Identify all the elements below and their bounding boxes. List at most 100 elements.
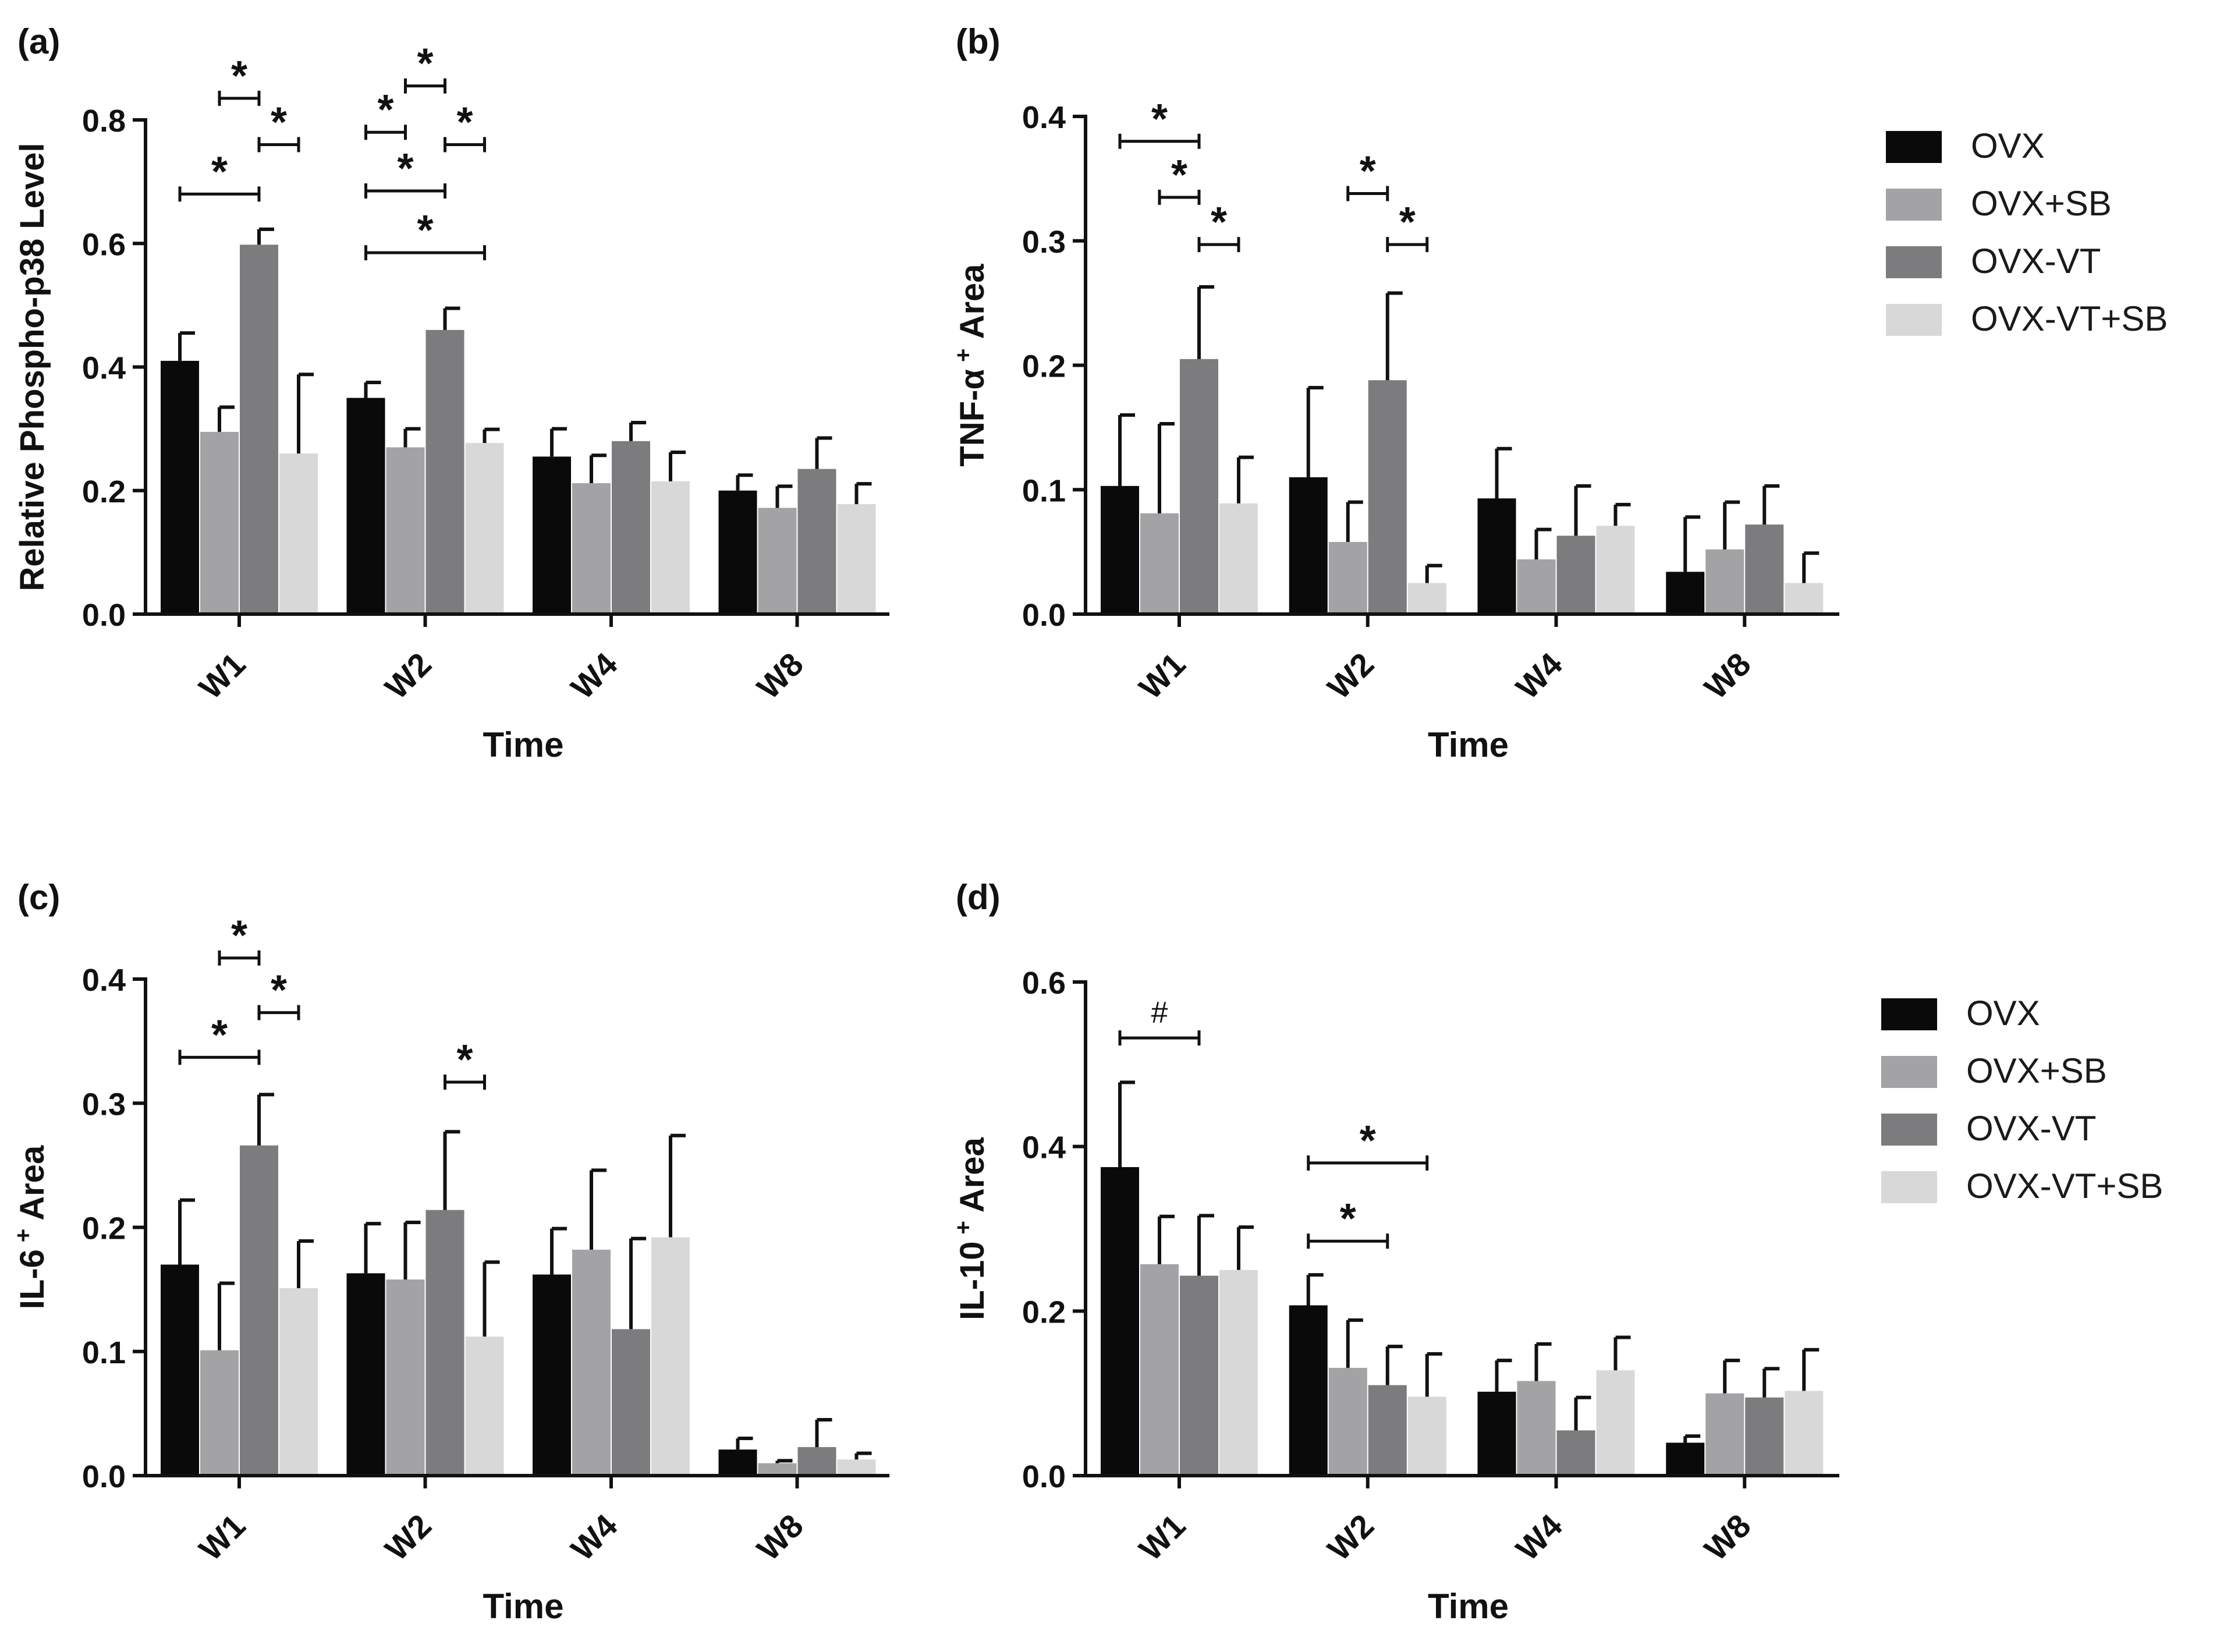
legend-label: OVX-VT bbox=[1971, 242, 2101, 281]
bar bbox=[346, 1273, 385, 1476]
legend-swatch bbox=[1881, 998, 1937, 1030]
bar bbox=[1101, 485, 1139, 614]
y-tick-label: 0.1 bbox=[1022, 473, 1066, 508]
bar bbox=[1745, 524, 1784, 614]
legend-label: OVX-VT+SB bbox=[1971, 299, 2168, 338]
bar bbox=[425, 329, 464, 614]
x-tick-label: W2 bbox=[378, 1507, 438, 1568]
x-tick-label: W2 bbox=[1320, 646, 1381, 706]
y-tick-label: 0.3 bbox=[82, 1087, 126, 1122]
bar bbox=[386, 447, 425, 614]
bar bbox=[718, 490, 757, 614]
bar bbox=[465, 1337, 504, 1476]
bar bbox=[1517, 559, 1556, 614]
y-axis-title: IL-6 + Area bbox=[10, 1145, 51, 1309]
legend-top: OVX OVX+SB OVX-VT OVX-VT+SB bbox=[1886, 126, 2168, 338]
significance-star: * bbox=[211, 148, 228, 195]
x-tick-label: W4 bbox=[564, 646, 625, 706]
significance-star: * bbox=[211, 1012, 228, 1058]
bar bbox=[837, 504, 876, 614]
y-tick-label: 0.4 bbox=[1022, 1130, 1066, 1165]
chart-panel-d: (d) 0.0 0.2 0.4 0.6 W1 W2 W4 W8 Time IL-10 + Area # *… bbox=[951, 878, 1839, 1626]
bar bbox=[1180, 1275, 1218, 1476]
y-tick-label: 0.0 bbox=[82, 1459, 126, 1494]
panel-label: (d) bbox=[956, 878, 1001, 917]
bar bbox=[1477, 1391, 1516, 1476]
x-tick-label: W4 bbox=[1509, 646, 1569, 706]
y-tick-label: 0.6 bbox=[1022, 966, 1066, 1001]
x-tick-label: W8 bbox=[1697, 1507, 1758, 1568]
y-axis-title-main: IL-6 bbox=[13, 1249, 51, 1309]
legend-swatch bbox=[1886, 189, 1942, 221]
significance-star: * bbox=[397, 146, 413, 192]
bar bbox=[572, 1249, 611, 1476]
x-tick-label: W4 bbox=[564, 1507, 625, 1568]
y-tick-label: 0.0 bbox=[1022, 598, 1066, 633]
significance-star: * bbox=[1211, 199, 1227, 246]
bar bbox=[279, 453, 318, 614]
legend-label: OVX+SB bbox=[1971, 184, 2112, 223]
bar bbox=[612, 441, 650, 614]
bar bbox=[1556, 1430, 1595, 1476]
y-tick-label: 0.2 bbox=[1022, 349, 1066, 384]
x-tick-label: W8 bbox=[1697, 646, 1758, 706]
bar bbox=[533, 1274, 571, 1476]
significance-star: * bbox=[271, 967, 287, 1014]
bar bbox=[1666, 1442, 1705, 1476]
significance-hash: # bbox=[1151, 996, 1168, 1030]
legend-label: OVX+SB bbox=[1966, 1051, 2107, 1090]
bar bbox=[758, 1463, 797, 1476]
bar bbox=[1556, 536, 1595, 614]
bar bbox=[797, 469, 836, 614]
significance-star: * bbox=[271, 99, 287, 146]
y-tick-label: 0.2 bbox=[82, 1211, 126, 1246]
y-axis-title-tail: Area bbox=[13, 1145, 51, 1229]
significance-star: * bbox=[456, 99, 473, 146]
bar bbox=[1289, 1305, 1328, 1476]
y-axis-title: TNF-α + Area bbox=[951, 264, 991, 467]
bar bbox=[1219, 503, 1258, 614]
y-tick-label: 0.4 bbox=[1022, 100, 1066, 135]
bar bbox=[1407, 1396, 1446, 1476]
bar bbox=[1785, 583, 1824, 614]
legend-swatch bbox=[1886, 131, 1942, 163]
bar bbox=[1180, 359, 1218, 614]
panel-label: (a) bbox=[17, 22, 60, 61]
bar bbox=[1745, 1397, 1784, 1476]
bar bbox=[797, 1447, 836, 1476]
bar bbox=[1368, 380, 1407, 614]
x-tick-label: W4 bbox=[1509, 1507, 1569, 1568]
bar bbox=[1140, 513, 1179, 614]
x-axis-title: Time bbox=[1428, 1587, 1509, 1626]
panel-label: (b) bbox=[956, 22, 1001, 61]
significance-star: * bbox=[417, 41, 433, 87]
x-tick-label: W1 bbox=[192, 646, 253, 706]
bar bbox=[465, 443, 504, 614]
legend-label: OVX bbox=[1966, 994, 2040, 1033]
y-axis-title-tail: Area bbox=[953, 264, 991, 349]
bar bbox=[161, 360, 199, 614]
bar bbox=[1705, 549, 1744, 614]
y-tick-label: 0.3 bbox=[1022, 225, 1066, 260]
y-axis-title: Relative Phospho-p38 Level bbox=[13, 143, 51, 591]
x-tick-label: W1 bbox=[192, 1507, 253, 1568]
bar bbox=[1219, 1270, 1258, 1476]
bar bbox=[1477, 498, 1516, 614]
bar bbox=[651, 481, 690, 614]
bar bbox=[200, 1350, 239, 1476]
x-axis-title: Time bbox=[1428, 725, 1509, 764]
bar bbox=[386, 1279, 425, 1476]
chart-panel-a: (a) 0.0 0.2 0.4 0.6 0.8 W1 W2 W4 W8 Time Relative P… bbox=[13, 22, 889, 764]
bar bbox=[1328, 542, 1367, 614]
bar bbox=[1140, 1264, 1179, 1476]
bar bbox=[240, 1145, 278, 1476]
significance-star: * bbox=[1360, 148, 1376, 195]
significance-star: * bbox=[231, 913, 247, 959]
x-tick-label: W1 bbox=[1132, 646, 1193, 706]
x-tick-label: W1 bbox=[1132, 1507, 1193, 1568]
x-tick-label: W8 bbox=[750, 646, 810, 706]
x-tick-label: W2 bbox=[1320, 1507, 1381, 1568]
legend-label: OVX-VT bbox=[1966, 1109, 2096, 1148]
y-tick-label: 0.0 bbox=[82, 598, 126, 633]
